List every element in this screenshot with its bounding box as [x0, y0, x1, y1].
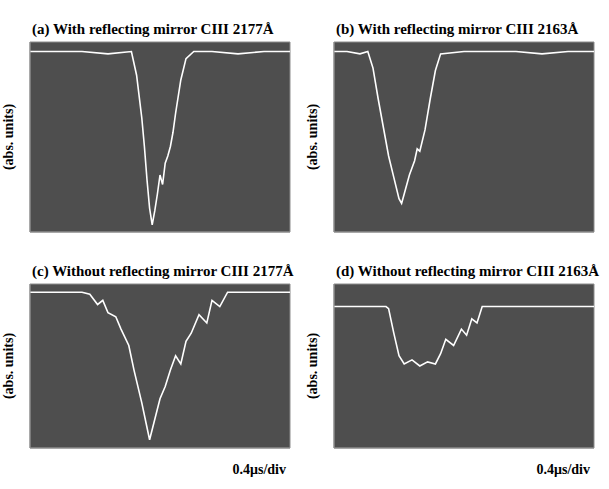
svg-text:(abs. units): (abs. units) [2, 333, 17, 399]
svg-text:(abs. units): (abs. units) [306, 104, 321, 170]
svg-text:(abs. units): (abs. units) [306, 333, 321, 399]
html-text:(c) Without reflecting mirror: (c) Without reflecting mirror CIII 2177Å [32, 263, 294, 279]
html-text:(a) With reflecting mirror CII: (a) With reflecting mirror CIII 2177Å [32, 21, 274, 37]
svg-text:0.4μs/div: 0.4μs/div [233, 462, 286, 477]
html-text:(b) With reflecting mirror CII: (b) With reflecting mirror CIII 2163Å [336, 21, 579, 37]
svg-text:0.4μs/div: 0.4μs/div [537, 462, 590, 477]
html-text:(d) Without reflecting mirror: (d) Without reflecting mirror CIII 2163Å [336, 263, 600, 279]
svg-text:(abs. units): (abs. units) [2, 104, 17, 170]
